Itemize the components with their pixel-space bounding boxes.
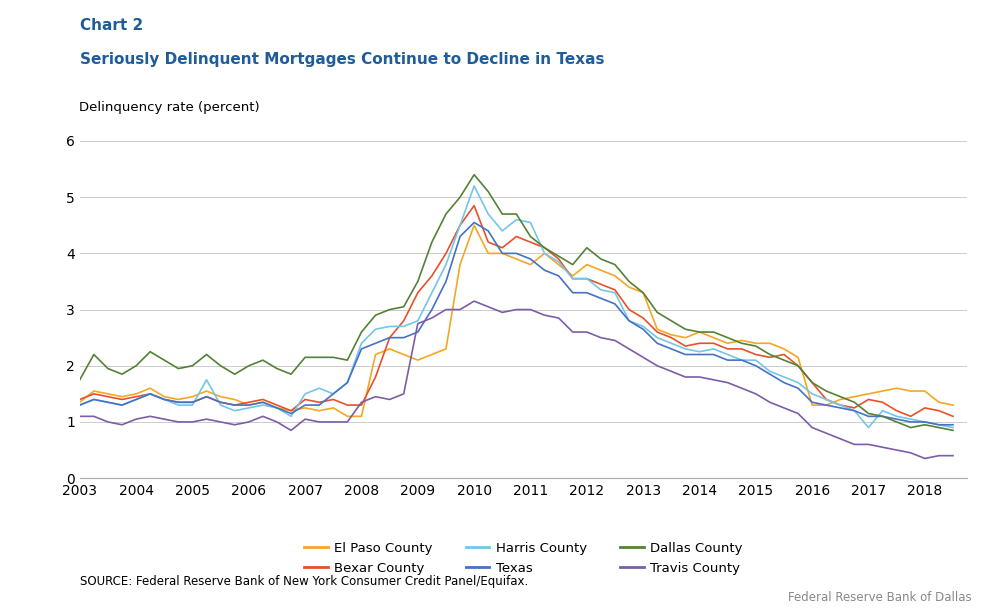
Bexar County <box>497 244 508 251</box>
Travis County <box>74 413 86 420</box>
El Paso County <box>341 413 353 420</box>
Harris County <box>694 348 706 356</box>
Travis County <box>524 306 536 313</box>
Texas <box>933 421 945 428</box>
Travis County <box>933 452 945 459</box>
Texas <box>313 402 325 409</box>
Bexar County <box>904 413 916 420</box>
Harris County <box>74 402 86 409</box>
Harris County <box>933 421 945 428</box>
Texas <box>469 219 481 226</box>
Travis County <box>694 373 706 381</box>
Bexar County <box>469 202 481 209</box>
Text: Federal Reserve Bank of Dallas: Federal Reserve Bank of Dallas <box>789 591 972 604</box>
Text: SOURCE: Federal Reserve Bank of New York Consumer Credit Panel/Equifax.: SOURCE: Federal Reserve Bank of New York… <box>80 576 528 588</box>
Texas <box>497 249 508 257</box>
Harris County <box>524 219 536 226</box>
El Paso County <box>933 398 945 406</box>
Harris County <box>313 384 325 392</box>
Line: Texas: Texas <box>80 223 953 425</box>
Dallas County <box>341 356 353 364</box>
Texas <box>341 379 353 386</box>
El Paso County <box>356 413 368 420</box>
Harris County <box>469 182 481 189</box>
El Paso County <box>947 402 959 409</box>
Dallas County <box>933 424 945 432</box>
Dallas County <box>694 329 706 336</box>
El Paso County <box>510 255 522 262</box>
El Paso County <box>74 398 86 406</box>
Bexar County <box>74 396 86 403</box>
Travis County <box>947 452 959 459</box>
Travis County <box>497 309 508 316</box>
El Paso County <box>313 407 325 414</box>
Line: El Paso County: El Paso County <box>80 226 953 416</box>
Harris County <box>862 424 874 432</box>
Dallas County <box>524 233 536 240</box>
Dallas County <box>469 171 481 178</box>
Travis County <box>919 455 931 462</box>
Bexar County <box>694 340 706 347</box>
Bexar County <box>933 407 945 414</box>
Line: Dallas County: Dallas County <box>80 175 953 430</box>
Harris County <box>341 379 353 386</box>
Text: Chart 2: Chart 2 <box>80 18 143 33</box>
Dallas County <box>74 376 86 384</box>
Legend: El Paso County, Bexar County, Harris County, Texas, Dallas County, Travis County: El Paso County, Bexar County, Harris Cou… <box>304 542 743 574</box>
Dallas County <box>313 354 325 361</box>
Bexar County <box>341 402 353 409</box>
Line: Harris County: Harris County <box>80 186 953 428</box>
Dallas County <box>947 427 959 434</box>
Text: Seriously Delinquent Mortgages Continue to Decline in Texas: Seriously Delinquent Mortgages Continue … <box>80 52 604 67</box>
El Paso County <box>708 334 720 341</box>
Line: Bexar County: Bexar County <box>80 205 953 416</box>
Texas <box>694 351 706 358</box>
Harris County <box>497 227 508 235</box>
El Paso County <box>538 249 550 257</box>
Bexar County <box>947 413 959 420</box>
Texas <box>524 255 536 262</box>
Travis County <box>469 297 481 305</box>
Text: Delinquency rate (percent): Delinquency rate (percent) <box>79 101 259 114</box>
Travis County <box>313 418 325 425</box>
Texas <box>947 421 959 428</box>
Texas <box>74 402 86 409</box>
Bexar County <box>313 398 325 406</box>
Texas <box>919 418 931 425</box>
Dallas County <box>497 210 508 218</box>
Travis County <box>341 418 353 425</box>
Line: Travis County: Travis County <box>80 301 953 459</box>
El Paso County <box>469 222 481 229</box>
Harris County <box>947 424 959 432</box>
Bexar County <box>524 238 536 246</box>
